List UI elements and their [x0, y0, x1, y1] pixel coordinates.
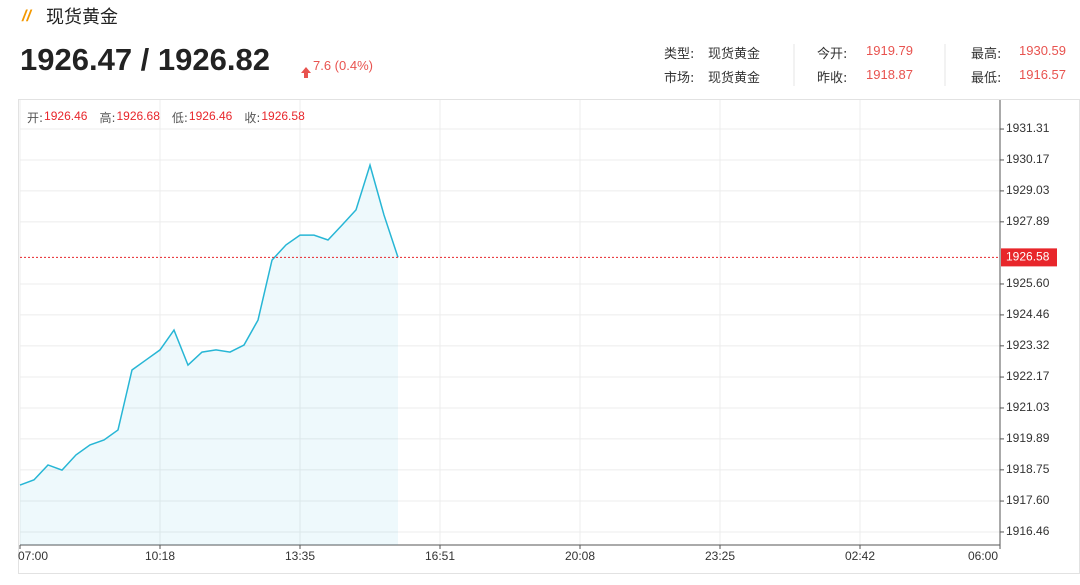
price: 1926.47 / 1926.82: [20, 42, 270, 77]
y-tick-label: 1922.17: [1006, 369, 1050, 383]
y-tick-label: 1931.31: [1006, 121, 1050, 135]
area: [20, 165, 398, 545]
info-label: 类型:: [664, 47, 695, 62]
info-label: 最高:: [971, 47, 1002, 62]
info-label: 最低:: [971, 71, 1002, 86]
title: 现货黄金: [46, 7, 118, 28]
ohlc-label: 收:: [244, 111, 261, 125]
ohlc-value: 1926.46: [188, 109, 233, 123]
y-tick-label: 1917.60: [1006, 493, 1050, 507]
info-value: 1919.79: [866, 43, 913, 58]
up-arrow: [301, 67, 311, 78]
y-tick-label: 1927.89: [1006, 214, 1050, 228]
y-tick-label: 1918.75: [1006, 462, 1050, 476]
x-tick-label: 23:25: [705, 549, 735, 563]
ohlc-value: 1926.68: [116, 109, 160, 123]
y-tick-label: 1929.03: [1006, 183, 1050, 197]
x-tick-label: 07:00: [18, 549, 48, 563]
logo-icon: //: [21, 8, 32, 25]
info-value: 现货黄金: [708, 71, 761, 86]
ohlc-value: 1926.58: [261, 109, 305, 123]
info-value: 1918.87: [866, 67, 913, 82]
ohlc-label: 低:: [171, 111, 188, 125]
y-tick-label: 1916.46: [1006, 524, 1050, 538]
info-value: 1930.59: [1019, 43, 1066, 58]
line: [19, 162, 399, 486]
change: 7.6 (0.4%): [313, 58, 373, 73]
x-tick-label: 16:51: [425, 549, 455, 563]
y-tick-label: 1919.89: [1006, 431, 1050, 445]
y-tick-label: 1923.32: [1006, 338, 1050, 352]
info-label: 昨收:: [817, 71, 848, 86]
last-price-box: [1001, 248, 1057, 267]
y-tick-label: 1925.60: [1006, 276, 1050, 290]
y-tick-label: 1924.46: [1006, 307, 1050, 321]
info-value: 1916.57: [1019, 67, 1066, 82]
info-label: 市场:: [664, 71, 695, 86]
x-tick-label: 06:00: [968, 549, 998, 563]
info-value: 现货黄金: [708, 47, 761, 62]
x-tick-label: 10:18: [145, 549, 175, 563]
info-label: 今开:: [817, 47, 848, 62]
x-tick-label: 02:42: [845, 549, 875, 563]
last-price-label: 1926.58: [1006, 250, 1050, 264]
ohlc-label: 高:: [99, 111, 116, 125]
y-tick-label: 1930.17: [1006, 152, 1050, 166]
x-tick-label: 20:08: [565, 549, 595, 563]
x-tick-label: 13:35: [285, 549, 315, 563]
y-tick-label: 1921.03: [1006, 400, 1050, 414]
ohlc-value: 1926.46: [44, 109, 88, 123]
ohlc-label: 开:: [27, 111, 44, 125]
